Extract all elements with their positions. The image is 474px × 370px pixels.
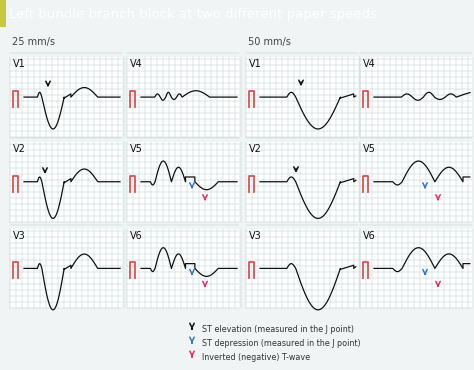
Bar xyxy=(246,229,358,308)
Bar xyxy=(246,57,358,137)
Text: V6: V6 xyxy=(363,231,376,240)
Bar xyxy=(10,229,122,308)
Bar xyxy=(127,229,239,308)
Text: V3: V3 xyxy=(13,231,26,240)
Text: V6: V6 xyxy=(130,231,143,240)
Text: V1: V1 xyxy=(249,59,262,69)
Bar xyxy=(127,142,239,222)
Text: ST depression (measured in the J point): ST depression (measured in the J point) xyxy=(202,339,361,347)
Bar xyxy=(360,57,472,137)
Text: Left bundle branch block at two different paper speeds: Left bundle branch block at two differen… xyxy=(9,8,376,21)
Text: V3: V3 xyxy=(249,231,262,240)
Bar xyxy=(246,142,358,222)
Text: V4: V4 xyxy=(130,59,143,69)
Bar xyxy=(360,142,472,222)
Text: ST elevation (measured in the J point): ST elevation (measured in the J point) xyxy=(202,324,354,334)
Text: 50 mm/s: 50 mm/s xyxy=(248,37,291,47)
Text: V5: V5 xyxy=(130,144,143,154)
Bar xyxy=(10,57,122,137)
Text: V1: V1 xyxy=(13,59,26,69)
Text: 25 mm/s: 25 mm/s xyxy=(12,37,55,47)
Text: V5: V5 xyxy=(363,144,376,154)
Text: Inverted (negative) T-wave: Inverted (negative) T-wave xyxy=(202,353,310,361)
Bar xyxy=(127,57,239,137)
Bar xyxy=(10,142,122,222)
Bar xyxy=(0,0,6,27)
Text: V2: V2 xyxy=(249,144,262,154)
Text: V2: V2 xyxy=(13,144,26,154)
Text: V4: V4 xyxy=(363,59,376,69)
Bar xyxy=(360,229,472,308)
